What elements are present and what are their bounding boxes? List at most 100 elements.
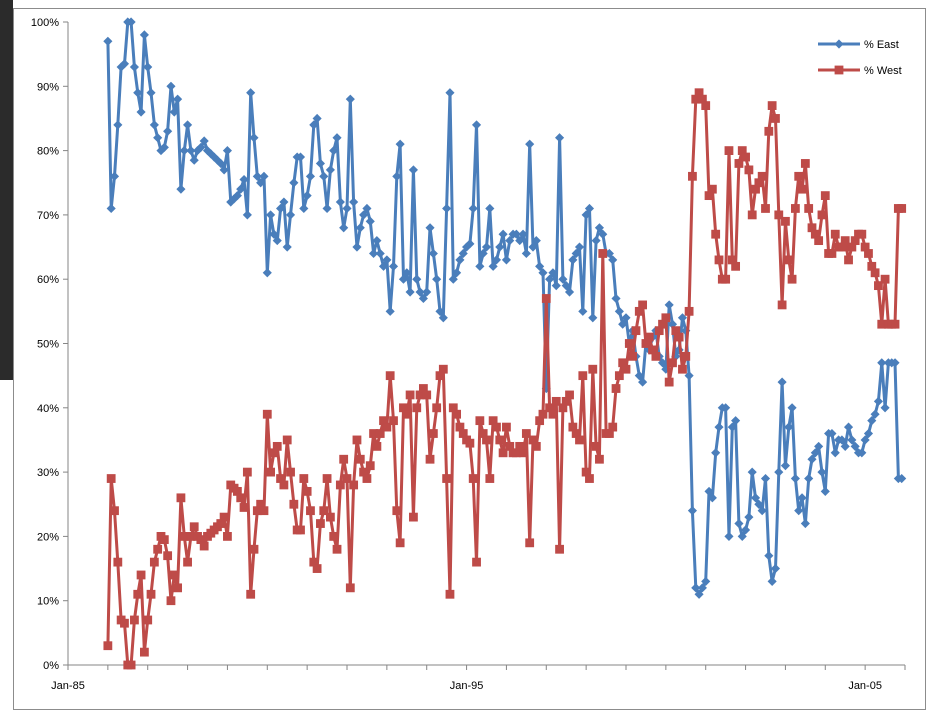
data-point	[272, 441, 282, 451]
data-point	[741, 525, 751, 535]
data-point	[578, 306, 588, 316]
data-point	[571, 248, 581, 259]
data-point	[535, 261, 545, 271]
data-point	[548, 268, 558, 278]
data-point	[445, 88, 455, 98]
data-point	[874, 281, 883, 291]
data-point	[236, 184, 246, 194]
data-point	[764, 126, 774, 136]
data-point	[196, 142, 206, 152]
data-point	[169, 570, 179, 580]
data-point	[611, 384, 621, 393]
data-point	[342, 474, 352, 483]
data-point	[405, 287, 415, 297]
data-point	[262, 409, 272, 419]
data-point	[299, 474, 309, 483]
data-point	[764, 551, 774, 561]
data-point	[412, 403, 422, 413]
data-point	[103, 641, 113, 651]
legend-marker	[834, 65, 844, 75]
data-point	[624, 339, 634, 348]
data-point	[216, 158, 226, 169]
data-point	[183, 120, 193, 130]
data-point	[302, 191, 312, 201]
y-tick-label: 40%	[37, 403, 59, 415]
data-point	[857, 448, 867, 458]
data-point	[305, 171, 316, 181]
data-point	[724, 146, 734, 156]
data-point	[761, 204, 770, 213]
data-point	[369, 248, 379, 259]
data-point	[498, 229, 508, 239]
data-point	[531, 441, 541, 451]
data-point	[422, 390, 432, 400]
data-point	[661, 313, 671, 323]
y-tick-label: 20%	[37, 531, 59, 543]
data-point	[378, 261, 389, 271]
data-point	[442, 203, 452, 214]
data-point	[355, 223, 365, 233]
data-point	[249, 544, 259, 554]
data-point	[169, 107, 179, 117]
data-point	[435, 306, 445, 316]
data-point	[777, 377, 787, 387]
data-point	[897, 204, 907, 213]
data-point	[232, 191, 242, 201]
data-point	[797, 184, 807, 194]
data-point	[130, 615, 139, 625]
data-point	[136, 570, 146, 580]
data-point	[750, 493, 761, 503]
data-point	[422, 287, 432, 297]
data-point	[860, 435, 870, 445]
data-point	[332, 544, 342, 554]
data-point	[249, 133, 259, 143]
data-point	[335, 480, 345, 490]
data-point	[219, 512, 229, 522]
data-point	[631, 326, 641, 336]
data-point	[784, 255, 794, 265]
data-point	[621, 364, 631, 374]
data-point	[312, 113, 322, 124]
legend-marker	[834, 39, 844, 49]
data-point	[143, 615, 153, 625]
legend: % East % West	[818, 39, 902, 77]
data-point	[329, 146, 339, 156]
data-point	[521, 429, 531, 438]
data-point	[352, 435, 362, 445]
data-point	[475, 416, 485, 426]
data-point	[485, 203, 495, 214]
series-east	[103, 17, 907, 599]
data-point	[282, 435, 292, 445]
data-point	[432, 274, 442, 284]
data-point	[402, 268, 412, 278]
data-point	[342, 203, 352, 214]
data-point	[189, 155, 199, 165]
data-point	[322, 474, 332, 483]
data-point	[491, 255, 502, 265]
data-point	[129, 62, 139, 72]
data-point	[817, 467, 827, 477]
data-point	[837, 435, 847, 445]
data-point	[325, 512, 335, 522]
data-point	[810, 448, 820, 458]
data-point	[372, 236, 382, 246]
data-point	[312, 564, 322, 573]
data-point	[219, 165, 229, 175]
data-point	[402, 409, 412, 419]
data-point	[714, 422, 724, 432]
data-point	[465, 239, 475, 249]
data-point	[674, 332, 684, 342]
data-point	[707, 493, 717, 503]
data-point	[266, 210, 276, 220]
data-point	[392, 171, 402, 181]
data-point	[110, 506, 119, 516]
data-point	[498, 448, 508, 458]
data-point	[319, 171, 329, 181]
data-point	[518, 448, 528, 458]
legend-item: % West	[818, 65, 902, 77]
data-point	[747, 210, 757, 220]
data-point	[173, 94, 183, 104]
data-point	[830, 229, 840, 239]
data-point	[252, 171, 262, 181]
data-point	[143, 62, 153, 72]
